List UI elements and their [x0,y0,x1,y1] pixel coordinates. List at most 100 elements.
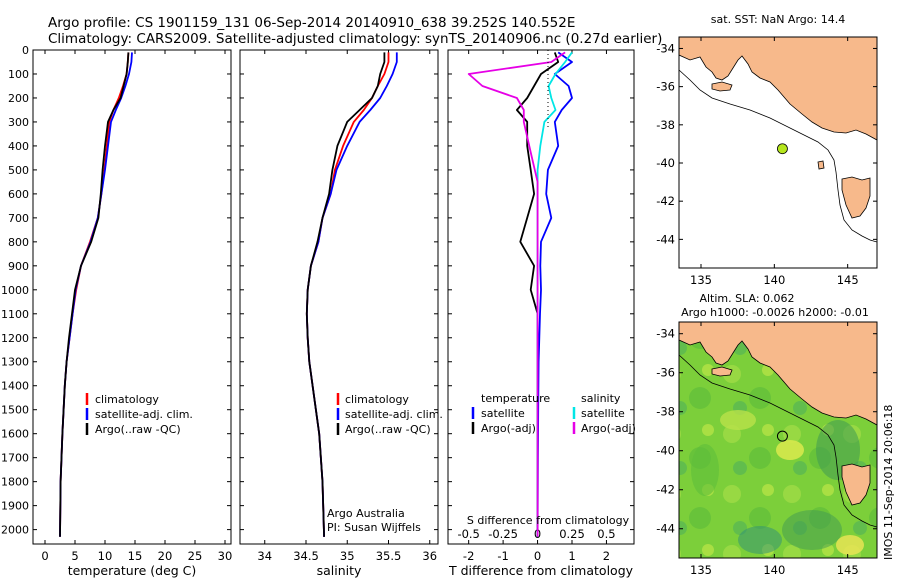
series-line-climatology [59,52,130,537]
lat-tick-label: -42 [656,194,675,208]
salinity-xlabel: salinity [317,563,362,578]
legend-satellite-label: satellite-adj. clim. [95,408,193,421]
y-tick-label: 1200 [1,332,29,345]
x-tick-label: 35.5 [376,549,402,563]
y-tick-label: 1600 [1,428,29,441]
x-tick-label: 15 [128,549,143,563]
tick-layer: 0100200300400500600700800900100011001200… [1,41,859,577]
legend-argo-label: Argo(..raw -QC) [95,423,181,436]
bottom-map-title-line1: Altim. SLA: 0.062 [699,292,794,305]
x-tick-label: 34.5 [293,549,319,563]
x-tick-label: 2 [603,549,610,563]
legend-satellite-label: satellite-adj. clim. [345,408,443,421]
top-map-mainland [679,37,877,141]
lat-tick-label: -36 [656,366,675,380]
y-tick-label: 2000 [1,524,29,537]
lon-tick-label: 145 [837,273,859,287]
x-tick-label: 34 [257,549,272,563]
lat-tick-label: -42 [656,483,675,497]
y-tick-label: 1100 [1,308,29,321]
lon-tick-label: 140 [763,563,785,577]
lat-tick-label: -38 [656,118,675,132]
legend-s-satellite-label: satellite [581,407,625,420]
bottom-map-kangaroo-island [711,366,733,377]
lat-tick-label: -34 [656,327,675,341]
x-tick-label: 0 [534,549,541,563]
x-tick-label: 5 [71,549,78,563]
y-tick-label: 800 [8,236,29,249]
legend-heading-temperature: temperature [481,392,550,405]
legend-t-satellite-label: satellite [481,407,525,420]
x-tick-label: 20 [158,549,173,563]
sla-anomaly [738,526,782,554]
x-tick-label: 0 [41,549,48,563]
sla-anomaly [776,440,804,460]
y-tick-label: 1900 [1,500,29,513]
imos-credit: IMOS 11-Sep-2014 20:06:18 [882,405,895,560]
sla-anomaly [691,444,719,496]
argo-position-marker [776,430,788,442]
series-line-satellite-adj-clim- [59,52,133,537]
sla-anomaly [720,410,756,430]
x-tick-label: 10 [98,549,113,563]
top-map-tasmania [841,176,871,219]
difference-legend: temperature salinity satellite Argo(-adj… [471,392,636,435]
lat-tick-label: -34 [656,41,675,55]
y-tick-label: 0 [22,44,29,57]
series-line-climatology [305,52,390,537]
y-tick-label: 500 [8,164,29,177]
y-tick-label: 1800 [1,476,29,489]
annotation-argo-australia: Argo Australia [327,507,405,520]
y-tick-label: 1700 [1,452,29,465]
lon-tick-label: 145 [837,563,859,577]
x-tick-label: 25 [188,549,203,563]
x-tick-label: 35 [340,549,355,563]
x-tick-label: -2 [463,549,474,563]
difference-axes [447,49,635,545]
top-map-kangaroo-island [711,81,733,92]
bottom-map-ticks [679,322,877,558]
salinity-axes [239,49,439,545]
y-tick-label: 300 [8,116,29,129]
bottom-map-title-line2: Argo h1000: -0.0026 h2000: -0.01 [681,306,869,319]
annotation-pi: PI: Susan Wijffels [327,521,421,534]
legend-climatology-label: climatology [345,393,409,406]
temperature-legend: climatology satellite-adj. clim. Argo(..… [85,393,193,436]
figure-title-line2: Climatology: CARS2009. Satellite-adjuste… [48,31,662,47]
series-layer [59,51,573,537]
temperature-axes [32,49,232,545]
series-line-argo-raw-qc- [305,52,386,537]
series-line-salinity-argo-adj- [467,51,566,537]
lat-tick-label: -36 [656,80,675,94]
y-tick-label: 1400 [1,380,29,393]
top-map-king-island [817,160,825,170]
x-tick-label-salinity: 0.5 [597,527,615,541]
bottom-map-frame [678,321,878,559]
sla-anomaly [782,510,842,550]
x-tick-label: 30 [218,549,233,563]
lat-tick-label: -44 [656,232,675,246]
top-map-title: sat. SST: NaN Argo: 14.4 [711,13,845,26]
legend-s-argo-label: Argo(-adj) [581,422,636,435]
legend-climatology-label: climatology [95,393,159,406]
lon-tick-label: 140 [763,273,785,287]
y-tick-label: 1000 [1,284,29,297]
y-tick-label: 600 [8,188,29,201]
x-tick-label: -1 [497,549,508,563]
x-tick-label: 36 [422,549,437,563]
top-map-frame [678,36,878,269]
series-line-temperature-satellite [536,51,573,537]
lat-tick-label: -38 [656,405,675,419]
bottom-map-content [679,322,877,558]
lat-tick-label: -44 [656,522,675,536]
x-tick-label-salinity: 0.25 [559,527,585,541]
top-map-content [679,37,877,268]
top-map-ticks [679,37,877,268]
y-tick-label: 400 [8,140,29,153]
legend-t-argo-label: Argo(-adj) [481,422,536,435]
x-tick-label: 1 [568,549,575,563]
sla-anomaly [836,535,864,555]
series-line-argo-raw-qc- [59,52,130,537]
lon-tick-label: 135 [690,273,712,287]
lat-tick-label: -40 [656,444,675,458]
